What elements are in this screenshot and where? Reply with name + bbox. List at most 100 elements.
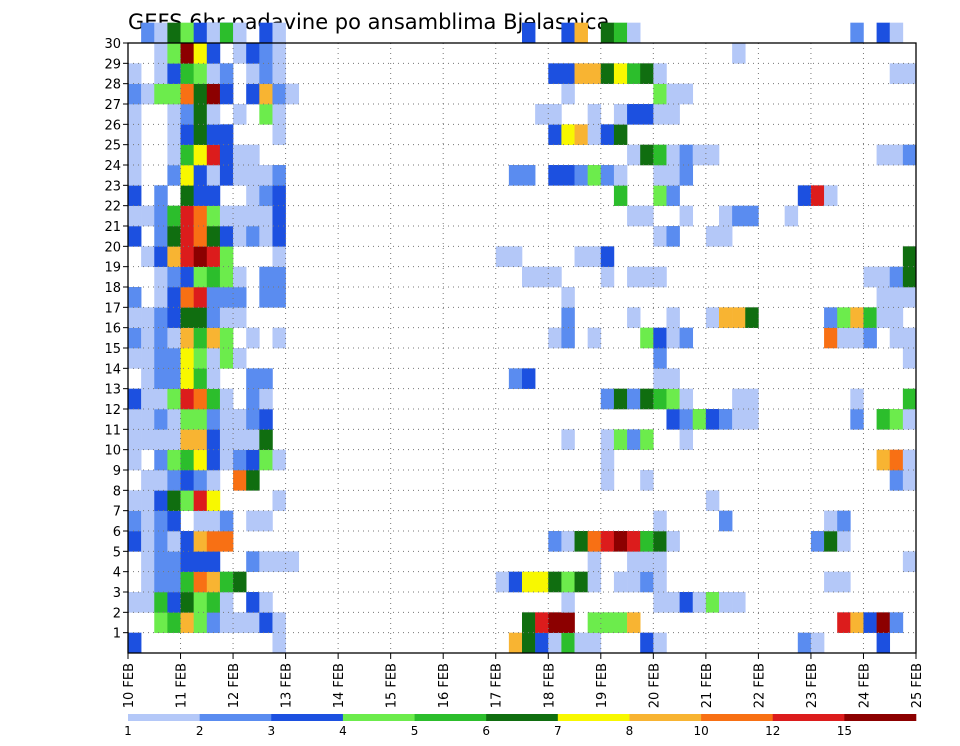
heatmap-cell	[640, 327, 654, 349]
heatmap-cell	[246, 409, 260, 430]
heatmap-cell	[141, 510, 155, 532]
heatmap-cell	[180, 388, 194, 410]
heatmap-cell	[259, 429, 273, 450]
heatmap-cell	[154, 185, 168, 206]
heatmap-cell	[193, 449, 208, 471]
heatmap-cell	[272, 124, 286, 145]
heatmap-cell	[902, 266, 917, 288]
heatmap-cell	[666, 226, 680, 247]
heatmap-cell	[246, 592, 260, 613]
x-tick-label: 20 FEB	[647, 663, 662, 708]
y-tick-label: 9	[113, 464, 121, 479]
heatmap-cell	[206, 409, 221, 430]
y-tick-label: 29	[104, 57, 121, 72]
heatmap-cell	[193, 144, 208, 166]
heatmap-cell	[561, 327, 575, 349]
heatmap-cell	[167, 612, 181, 633]
heatmap-cell	[272, 63, 286, 84]
heatmap-cell	[233, 22, 247, 44]
heatmap-cell	[219, 510, 234, 532]
heatmap-cell	[679, 327, 694, 349]
heatmap-cell	[272, 104, 286, 125]
heatmap-cell	[154, 83, 181, 105]
heatmap-cell	[561, 632, 575, 654]
heatmap-cell	[732, 592, 746, 613]
heatmap-cell	[180, 531, 194, 552]
heatmap-cell	[600, 449, 615, 471]
heatmap-cell	[246, 470, 260, 491]
heatmap-cell	[508, 632, 523, 654]
heatmap-cell	[259, 287, 286, 308]
heatmap-cell	[876, 307, 891, 328]
heatmap-cell	[193, 531, 208, 552]
heatmap-cell	[627, 388, 641, 410]
heatmap-cell	[522, 632, 536, 654]
heatmap-cell	[613, 429, 628, 450]
x-tick-label: 23 FEB	[805, 663, 820, 708]
legend-swatch	[701, 714, 774, 721]
heatmap-cell	[233, 205, 247, 227]
heatmap-cell	[128, 510, 142, 532]
heatmap-cell	[128, 531, 142, 552]
heatmap-cell	[653, 510, 667, 532]
heatmap-cell	[206, 531, 234, 552]
heatmap-cell	[167, 144, 181, 166]
heatmap-cell	[653, 388, 667, 410]
heatmap-cell	[180, 124, 194, 145]
heatmap-cell	[128, 63, 142, 84]
heatmap-cell	[128, 104, 142, 125]
heatmap-cell	[889, 612, 904, 633]
heatmap-cell	[128, 124, 142, 145]
heatmap-cell	[246, 43, 260, 64]
heatmap-cell	[193, 83, 208, 105]
legend-label: 6	[482, 724, 490, 738]
heatmap-cell	[666, 409, 680, 430]
heatmap-cell	[167, 592, 181, 613]
heatmap-cell	[259, 409, 273, 430]
heatmap-cell	[640, 429, 654, 450]
heatmap-cell	[180, 144, 194, 166]
x-tick-label: 25 FEB	[910, 663, 925, 708]
heatmap-cell	[705, 592, 720, 613]
y-tick-label: 5	[113, 545, 121, 560]
heatmap-cell	[666, 144, 680, 166]
heatmap-cell	[259, 551, 300, 572]
heatmap-cell	[508, 165, 536, 186]
heatmap-cell	[206, 571, 221, 593]
heatmap-cell	[587, 165, 602, 186]
heatmap-cell	[587, 327, 602, 349]
heatmap-cell	[548, 327, 562, 349]
heatmap-cell	[259, 226, 273, 247]
heatmap-cell	[719, 592, 733, 613]
heatmap-cell	[154, 510, 168, 532]
heatmap-cell	[219, 388, 234, 410]
heatmap-cell	[154, 307, 168, 328]
y-tick-label: 15	[104, 342, 121, 357]
heatmap-cell	[246, 510, 273, 532]
heatmap-cell	[128, 144, 142, 166]
heatmap-cell	[219, 307, 234, 328]
heatmap-cell	[627, 551, 667, 572]
heatmap-cell	[233, 43, 247, 64]
heatmap-cell	[206, 470, 221, 491]
heatmap-cell	[154, 63, 168, 84]
legend-swatch	[128, 714, 200, 721]
heatmap-cell	[653, 348, 667, 369]
heatmap-cell	[128, 592, 155, 613]
heatmap-cell	[627, 612, 641, 633]
heatmap-cell	[508, 246, 523, 267]
heatmap-cell	[272, 612, 286, 633]
heatmap-cell	[233, 307, 247, 328]
heatmap-cell	[902, 246, 917, 267]
heatmap-cell	[219, 266, 234, 288]
heatmap-cell	[141, 368, 155, 389]
heatmap-cell	[141, 409, 155, 430]
heatmap-cell	[627, 429, 641, 450]
x-tick-label: 15 FEB	[385, 663, 400, 708]
heatmap-cell	[193, 63, 208, 84]
x-tick-label: 24 FEB	[857, 663, 872, 708]
heatmap-cell	[522, 22, 536, 44]
heatmap-cell	[206, 429, 221, 450]
heatmap-cell	[154, 43, 168, 64]
heatmap-cell	[640, 470, 654, 491]
